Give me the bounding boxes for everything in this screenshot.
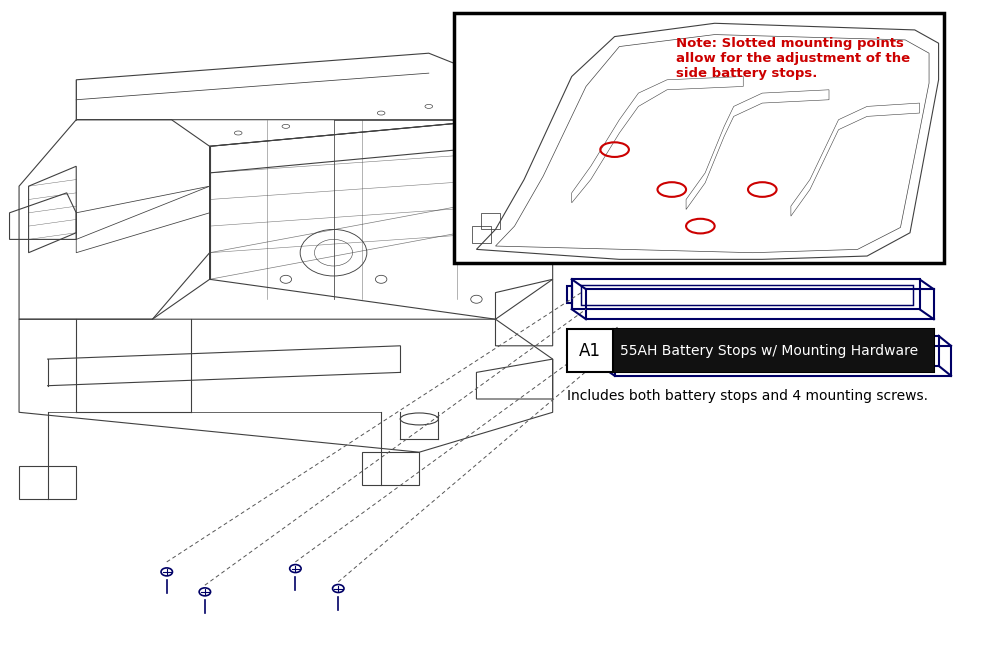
Text: A1: A1 <box>579 342 601 360</box>
FancyBboxPatch shape <box>454 13 944 263</box>
FancyBboxPatch shape <box>613 329 934 372</box>
Text: Note: Slotted mounting points
allow for the adjustment of the
side battery stops: Note: Slotted mounting points allow for … <box>676 37 910 80</box>
Text: 55AH Battery Stops w/ Mounting Hardware: 55AH Battery Stops w/ Mounting Hardware <box>620 344 918 358</box>
FancyBboxPatch shape <box>567 329 934 372</box>
Text: Includes both battery stops and 4 mounting screws.: Includes both battery stops and 4 mounti… <box>567 389 928 403</box>
